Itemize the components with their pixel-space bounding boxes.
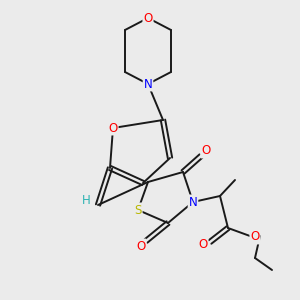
Text: N: N	[189, 196, 197, 208]
Text: N: N	[144, 77, 152, 91]
Text: O: O	[198, 238, 208, 251]
Text: O: O	[136, 239, 146, 253]
Text: O: O	[250, 230, 260, 244]
Text: H: H	[82, 194, 90, 208]
Text: S: S	[134, 203, 142, 217]
Text: O: O	[108, 122, 118, 134]
Text: O: O	[143, 11, 153, 25]
Text: O: O	[201, 145, 211, 158]
